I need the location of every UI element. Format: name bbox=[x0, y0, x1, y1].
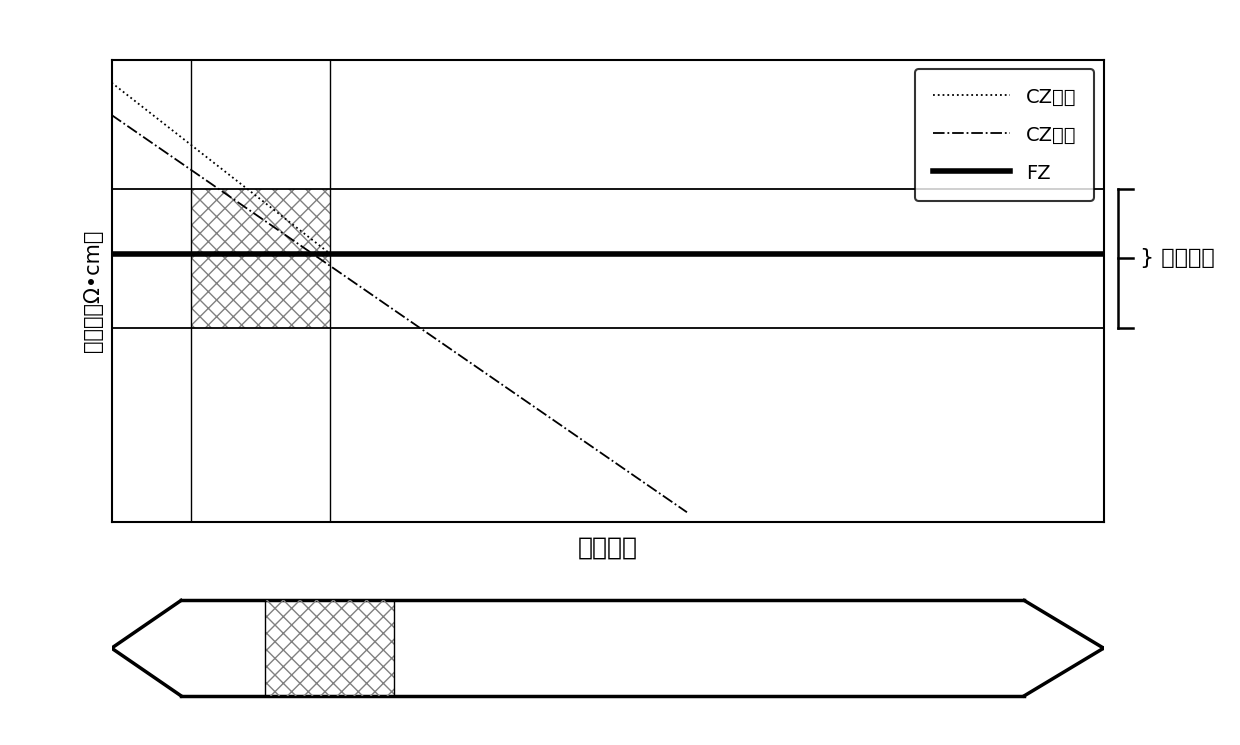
Text: } 容许范围: } 容许范围 bbox=[1140, 248, 1214, 268]
Text: 晶体长度: 晶体长度 bbox=[578, 536, 637, 559]
Bar bbox=[265, 600, 394, 696]
Bar bbox=[191, 189, 330, 328]
Legend: CZ中心, CZ外周, FZ: CZ中心, CZ外周, FZ bbox=[915, 69, 1094, 201]
Y-axis label: 电阗率（Ω•cm）: 电阗率（Ω•cm） bbox=[83, 229, 103, 352]
